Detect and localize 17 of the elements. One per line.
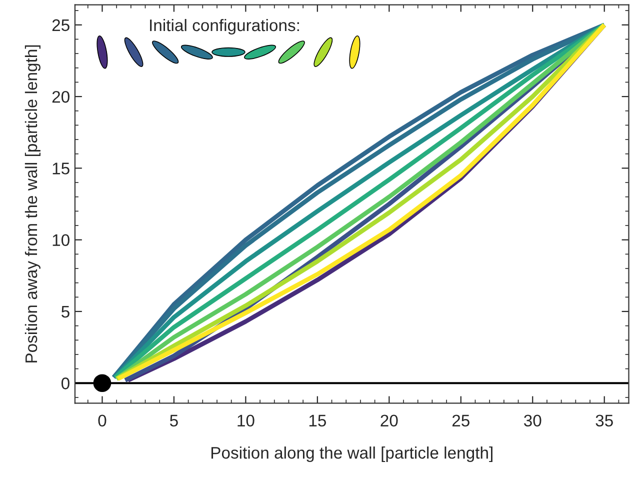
x-tick-label: 30 [524,414,542,427]
x-tick-label: 5 [170,414,178,427]
y-tick-label: 0 [61,378,70,390]
y-tick-label: 15 [52,162,70,174]
x-axis-title: Position along the wall [particle length] [211,446,492,462]
x-tick-label: 0 [98,414,106,427]
annotation: Initial configurations: [150,18,299,35]
y-tick-label: 5 [62,306,70,318]
x-tick-label: 10 [238,414,254,427]
x-tick-label: 15 [309,414,326,427]
y-tick-label: 25 [52,19,70,32]
y-tick-label: 20 [52,90,70,103]
x-tick-label: 25 [452,414,470,427]
x-tick-label: 20 [380,414,398,427]
x-tick-label: 35 [596,414,613,427]
y-tick-label: 10 [52,234,70,246]
y-axis-title: Position away from the wall [particle length] [24,45,40,362]
